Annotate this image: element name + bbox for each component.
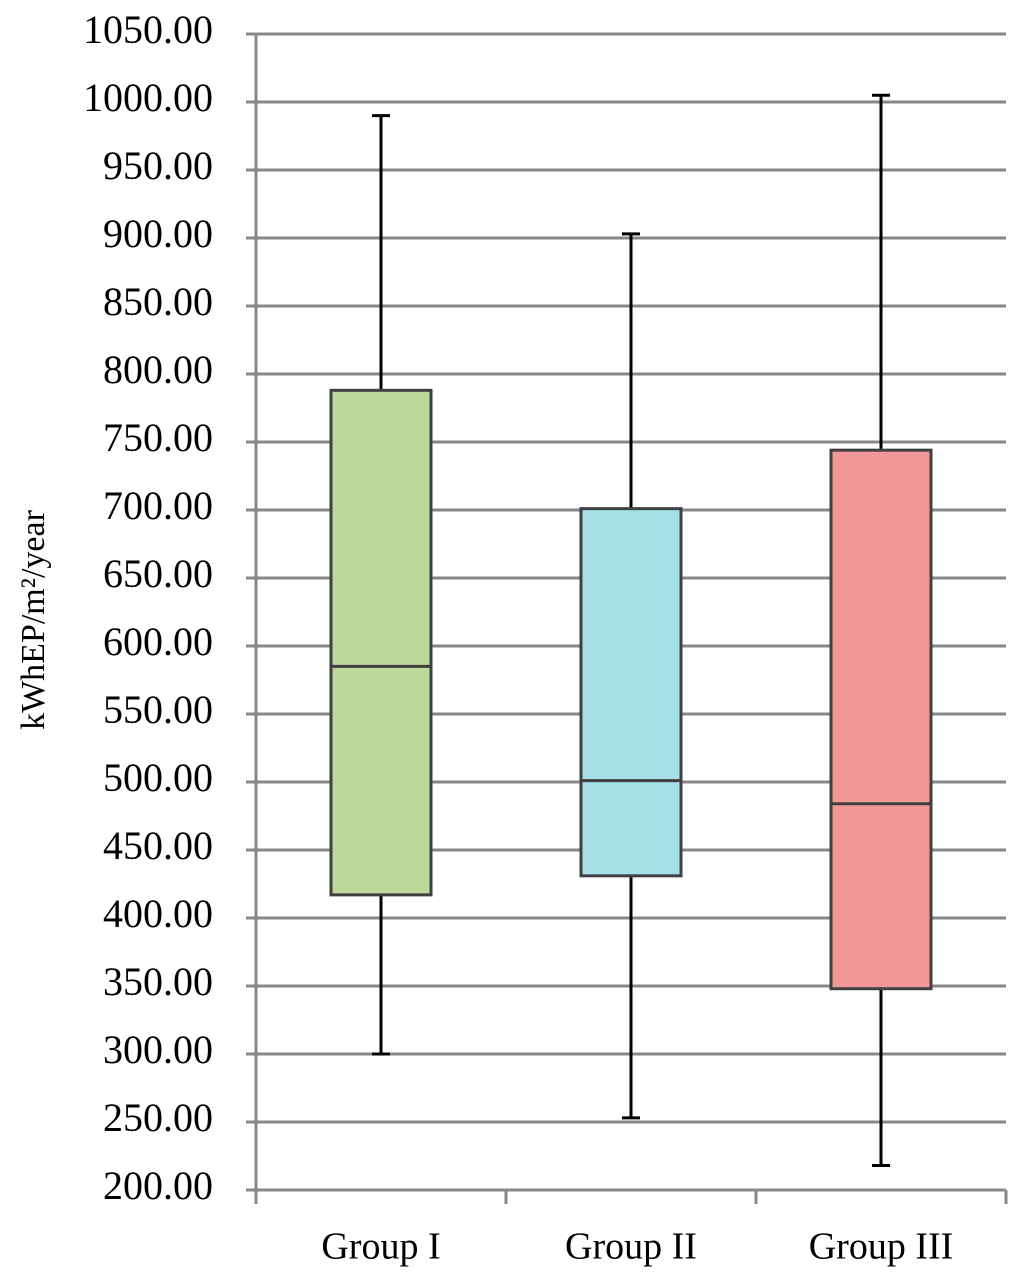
y-tick-label: 1050.00 (83, 7, 213, 52)
box (829, 448, 933, 991)
y-tick-label: 650.00 (103, 551, 213, 596)
y-axis-label: kWhEP/m²/year (15, 509, 52, 729)
y-tick-label: 850.00 (103, 279, 213, 324)
y-tick-label: 700.00 (103, 483, 213, 528)
y-tick-label: 200.00 (103, 1163, 213, 1208)
box (579, 507, 683, 878)
y-tick-label: 550.00 (103, 687, 213, 732)
y-tick-label: 950.00 (103, 143, 213, 188)
y-tick-label: 350.00 (103, 959, 213, 1004)
x-tick-label: Group II (565, 1226, 697, 1268)
box (329, 388, 433, 897)
y-tick-label: 400.00 (103, 891, 213, 936)
y-tick-label: 500.00 (103, 755, 213, 800)
y-tick-label: 600.00 (103, 619, 213, 664)
y-tick-label: 450.00 (103, 823, 213, 868)
y-tick-label: 1000.00 (83, 75, 213, 120)
x-tick-label: Group I (321, 1226, 440, 1268)
y-tick-label: 750.00 (103, 415, 213, 460)
y-tick-label: 900.00 (103, 211, 213, 256)
y-tick-label: 250.00 (103, 1095, 213, 1140)
y-tick-label: 800.00 (103, 347, 213, 392)
x-tick-label: Group III (809, 1226, 954, 1268)
y-tick-label: 300.00 (103, 1027, 213, 1072)
